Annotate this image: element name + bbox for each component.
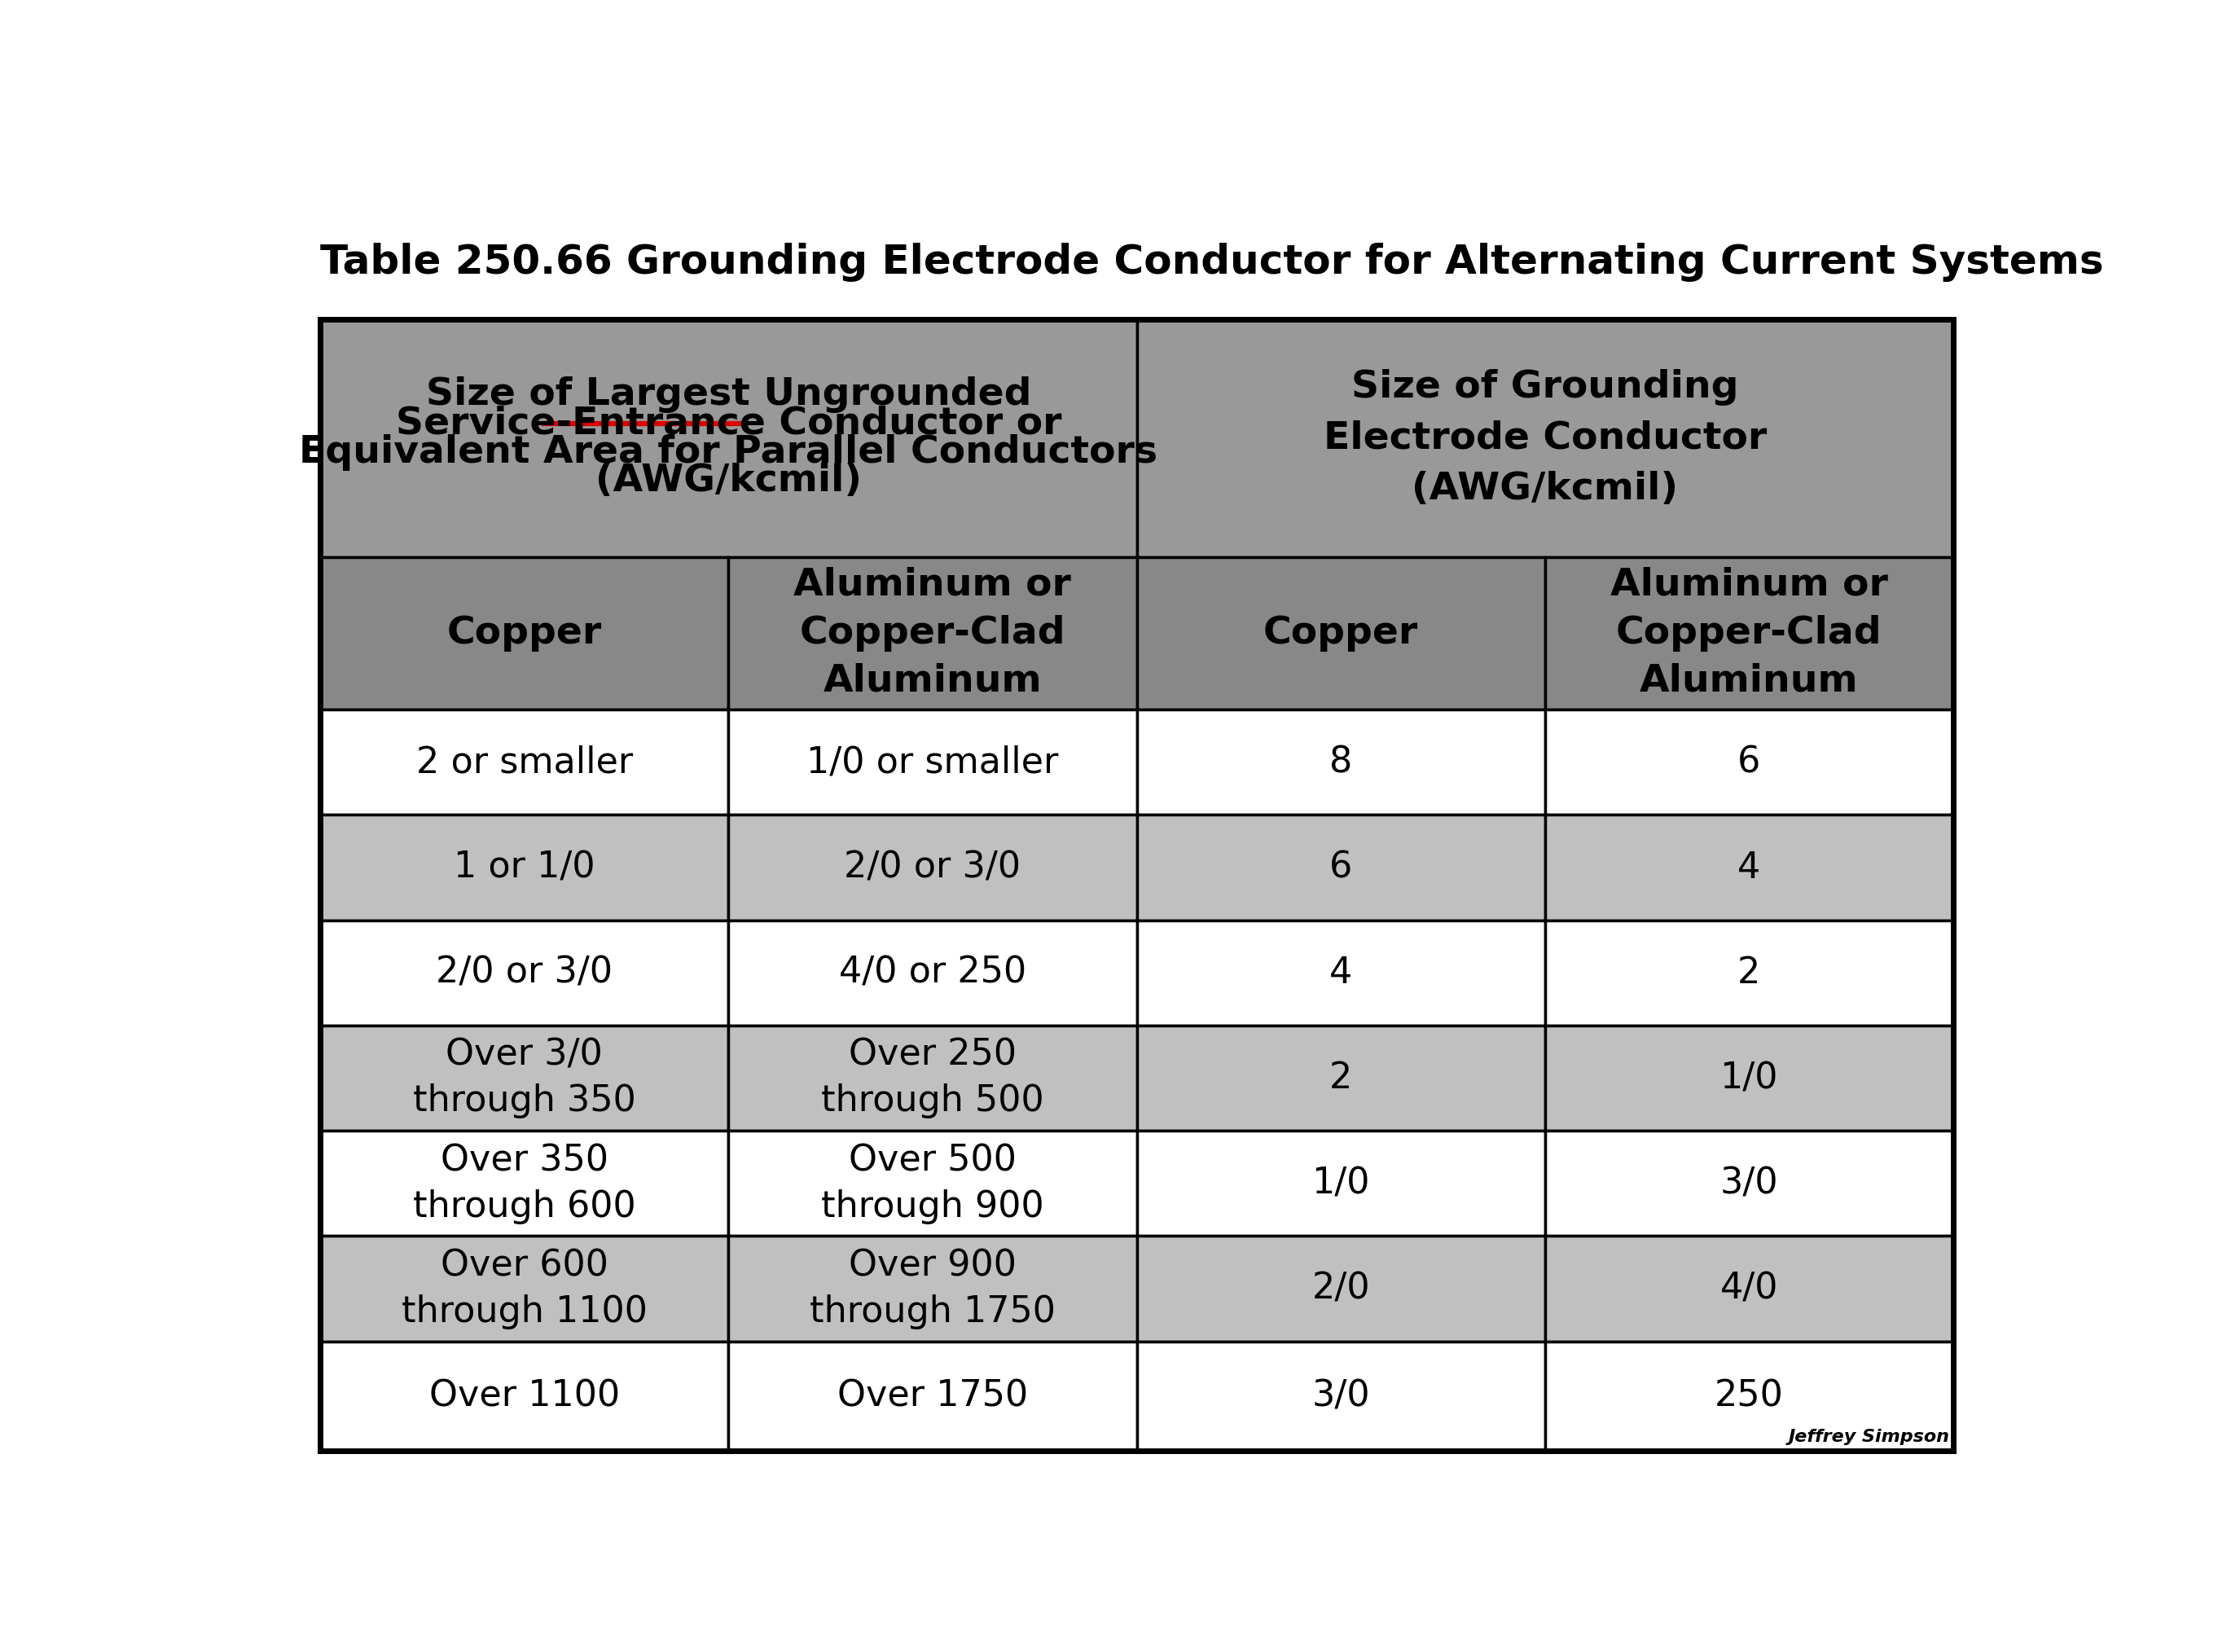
Text: Size of Grounding
Electrode Conductor
(AWG/kcmil): Size of Grounding Electrode Conductor (A… [1324, 368, 1766, 507]
Bar [319, 814, 728, 920]
Bar [319, 920, 728, 1026]
Text: Copper: Copper [446, 615, 601, 651]
Text: Over 1100: Over 1100 [428, 1379, 619, 1414]
Text: 6: 6 [1329, 851, 1353, 885]
Text: 2/0 or 3/0: 2/0 or 3/0 [437, 955, 612, 991]
Text: Service-Entrance Conductor or: Service-Entrance Conductor or [395, 405, 1062, 441]
Text: Over 350
through 600: Over 350 through 600 [413, 1143, 637, 1224]
Text: Over 250
through 500: Over 250 through 500 [821, 1037, 1045, 1118]
Bar [1546, 1026, 1954, 1132]
Bar [319, 1132, 728, 1236]
Text: Jeffrey Simpson: Jeffrey Simpson [1788, 1429, 1950, 1446]
Bar [319, 1341, 728, 1450]
Text: 8: 8 [1329, 745, 1353, 780]
Text: Over 900
through 1750: Over 900 through 1750 [810, 1249, 1056, 1330]
Text: Equivalent Area for Parallel Conductors: Equivalent Area for Parallel Conductors [299, 434, 1158, 471]
Text: Aluminum or
Copper-Clad
Aluminum: Aluminum or Copper-Clad Aluminum [794, 567, 1071, 700]
Text: Size of Largest Ungrounded: Size of Largest Ungrounded [426, 377, 1031, 413]
Text: 4/0: 4/0 [1719, 1272, 1779, 1307]
Text: Over 3/0
through 350: Over 3/0 through 350 [413, 1037, 637, 1118]
Text: 3/0: 3/0 [1719, 1166, 1779, 1201]
Text: 2: 2 [1329, 1061, 1353, 1095]
Text: Over 1750: Over 1750 [836, 1379, 1027, 1414]
Bar [728, 1026, 1138, 1132]
Text: Copper: Copper [1264, 615, 1417, 651]
Text: Table 250.66 Grounding Electrode Conductor for Alternating Current Systems: Table 250.66 Grounding Electrode Conduct… [319, 243, 2103, 282]
Text: 2: 2 [1737, 955, 1761, 991]
Bar [319, 710, 728, 814]
Bar [728, 1132, 1138, 1236]
Bar [1138, 814, 1546, 920]
Bar [1138, 1236, 1546, 1341]
Text: Aluminum or
Copper-Clad
Aluminum: Aluminum or Copper-Clad Aluminum [1610, 567, 1888, 700]
Bar [728, 710, 1138, 814]
Text: 250: 250 [1715, 1379, 1783, 1414]
Text: 1/0 or smaller: 1/0 or smaller [807, 745, 1058, 780]
Bar [1138, 710, 1546, 814]
Bar [319, 1026, 728, 1132]
Bar [1546, 1341, 1954, 1450]
Bar [1546, 814, 1954, 920]
Bar [1138, 1341, 1546, 1450]
Bar [1546, 920, 1954, 1026]
Text: 1/0: 1/0 [1311, 1166, 1371, 1201]
Text: 4: 4 [1737, 851, 1761, 885]
Text: 2 or smaller: 2 or smaller [417, 745, 632, 780]
Bar [728, 1341, 1138, 1450]
Text: Over 500
through 900: Over 500 through 900 [821, 1143, 1045, 1224]
Text: 1/0: 1/0 [1719, 1061, 1779, 1095]
Text: 4/0 or 250: 4/0 or 250 [838, 955, 1027, 991]
Text: 3/0: 3/0 [1311, 1379, 1371, 1414]
Text: Over 600
through 1100: Over 600 through 1100 [401, 1249, 648, 1330]
Text: (AWG/kcmil): (AWG/kcmil) [594, 463, 861, 499]
Bar [728, 814, 1138, 920]
Bar [728, 1236, 1138, 1341]
Bar [1138, 1132, 1546, 1236]
Bar [1138, 920, 1546, 1026]
Bar [1546, 1132, 1954, 1236]
Text: 2/0 or 3/0: 2/0 or 3/0 [845, 851, 1020, 885]
Text: 4: 4 [1329, 955, 1353, 991]
Bar [1546, 710, 1954, 814]
Text: 1 or 1/0: 1 or 1/0 [455, 851, 594, 885]
Text: 6: 6 [1737, 745, 1761, 780]
Bar [1138, 1026, 1546, 1132]
Text: 2/0: 2/0 [1311, 1272, 1371, 1307]
Bar [728, 920, 1138, 1026]
Bar [319, 1236, 728, 1341]
Bar [1546, 1236, 1954, 1341]
